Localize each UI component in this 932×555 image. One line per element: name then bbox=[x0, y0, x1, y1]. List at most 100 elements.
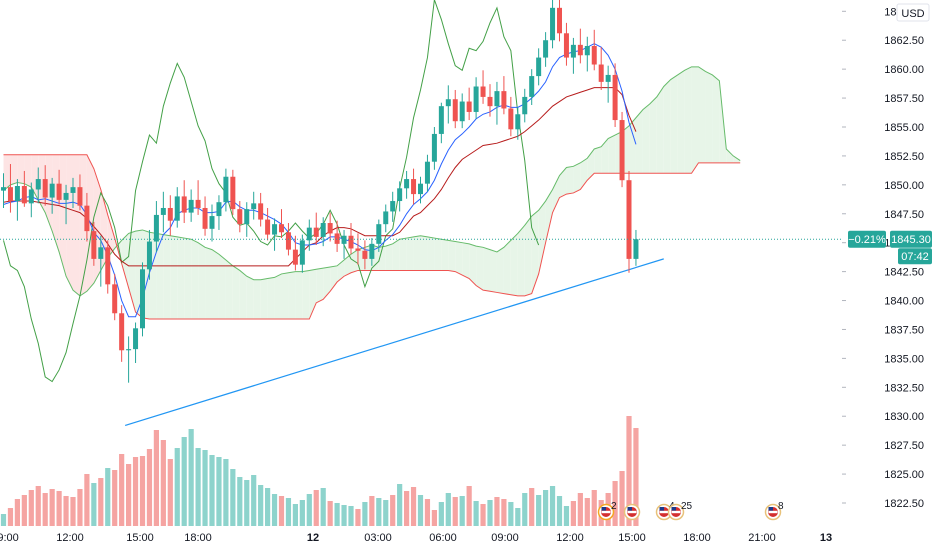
volume-bar bbox=[313, 490, 319, 526]
price-tick-label: 1857.50 bbox=[884, 93, 924, 105]
cloud-segment bbox=[594, 146, 602, 174]
volume-bar bbox=[77, 489, 83, 526]
volume-bar bbox=[42, 493, 48, 526]
event-count-label: 8 bbox=[778, 501, 784, 512]
volume-bar bbox=[355, 509, 361, 526]
volume-bar bbox=[369, 496, 375, 526]
volume-bar bbox=[494, 497, 500, 526]
volume-bar bbox=[417, 495, 424, 526]
cloud-segment bbox=[635, 109, 643, 174]
volume-bar bbox=[119, 454, 125, 526]
volume-bar bbox=[91, 483, 97, 526]
volume-bar bbox=[327, 501, 333, 526]
support-trendline[interactable] bbox=[124, 258, 664, 427]
cloud-segment bbox=[580, 158, 588, 190]
candle-body bbox=[411, 179, 417, 195]
cloud-segment bbox=[128, 231, 136, 313]
candle-body bbox=[570, 44, 576, 58]
cloud-segment bbox=[295, 271, 303, 320]
cloud-segment bbox=[587, 148, 595, 181]
price-tick-label: 1835.00 bbox=[884, 353, 924, 365]
volume-bar bbox=[362, 502, 368, 526]
volume-bar bbox=[341, 505, 347, 526]
candle-body bbox=[181, 196, 187, 213]
cloud-segment bbox=[726, 148, 734, 163]
cloud-segment bbox=[691, 66, 699, 174]
cloud-segment bbox=[670, 74, 678, 174]
volume-bar bbox=[160, 440, 166, 526]
volume-bar bbox=[139, 456, 146, 526]
time-tick-label: 13 bbox=[820, 532, 832, 544]
volume-bar bbox=[334, 503, 340, 526]
economic-event-flag-icon[interactable] bbox=[623, 503, 641, 521]
span-b-line bbox=[3, 154, 741, 320]
candle-body bbox=[320, 223, 326, 237]
cloud-segment bbox=[316, 268, 324, 303]
volume-bar bbox=[112, 470, 118, 526]
economic-event-flag-icon[interactable]: 25 bbox=[667, 501, 693, 521]
volume-bar bbox=[320, 488, 326, 526]
cloud-segment bbox=[337, 260, 345, 283]
candle-body bbox=[49, 183, 55, 198]
volume-bar bbox=[487, 500, 493, 526]
price-tags: −0.21% 1845.30 07:42 bbox=[848, 230, 932, 265]
candle-body bbox=[550, 7, 556, 41]
volume-bar bbox=[70, 497, 76, 526]
cloud-segment bbox=[601, 138, 609, 174]
volume-bar bbox=[626, 416, 632, 526]
event-flag-canton bbox=[768, 507, 773, 511]
volume-bar bbox=[195, 448, 201, 526]
candle-body bbox=[563, 33, 569, 58]
economic-events[interactable]: 24258 bbox=[597, 501, 785, 521]
time-tick-label: 12:00 bbox=[56, 532, 84, 544]
candle-body bbox=[480, 86, 486, 97]
candle-body bbox=[70, 187, 76, 193]
cloud-segment bbox=[385, 243, 393, 271]
ichimoku-cloud bbox=[3, 66, 741, 320]
volume-bar bbox=[424, 499, 431, 526]
volume-bar bbox=[452, 497, 458, 526]
change-percent-text: −0.21% bbox=[848, 234, 886, 246]
last-price-tag bbox=[890, 230, 932, 248]
candle-body bbox=[146, 241, 152, 270]
candle-body bbox=[313, 227, 319, 237]
economic-event-flag-icon[interactable]: 2 bbox=[597, 501, 618, 521]
candle-body bbox=[285, 232, 291, 250]
time-tick-label: 15:00 bbox=[126, 532, 154, 544]
candle-body bbox=[452, 99, 458, 122]
candle-body bbox=[543, 40, 549, 58]
candle-body bbox=[42, 179, 48, 198]
currency-label-text: USD bbox=[901, 8, 924, 20]
candle-body bbox=[522, 96, 528, 115]
cloud-segment bbox=[288, 271, 296, 320]
volume-bar bbox=[265, 488, 271, 526]
cloud-segment bbox=[191, 239, 199, 320]
volume-bar bbox=[237, 477, 243, 526]
volume-bar bbox=[271, 494, 278, 526]
candle-body bbox=[418, 183, 423, 195]
price-axis[interactable]: 1822.50 1825.00 1827.50 1830.00 1832.50 1835.… bbox=[842, 0, 932, 530]
volume-bar bbox=[549, 486, 556, 526]
cloud-segment bbox=[260, 278, 268, 320]
candle-body bbox=[633, 239, 639, 259]
event-count-label: 2 bbox=[611, 501, 617, 512]
candle-body bbox=[98, 247, 104, 259]
volume-bar bbox=[459, 496, 465, 526]
candle-body bbox=[230, 176, 236, 210]
currency-label[interactable]: USD bbox=[896, 3, 930, 22]
volume-bar bbox=[529, 488, 535, 526]
candle-body bbox=[348, 235, 354, 249]
candle-body bbox=[390, 201, 396, 212]
candle-body bbox=[431, 133, 437, 162]
candle-body bbox=[188, 199, 194, 213]
trendline-layer[interactable] bbox=[124, 258, 664, 427]
cloud-segment bbox=[677, 70, 685, 174]
candle-body bbox=[612, 74, 618, 121]
cloud-segment bbox=[170, 235, 178, 320]
economic-event-flag-icon[interactable]: 8 bbox=[764, 501, 785, 521]
cloud-segment bbox=[45, 154, 53, 232]
time-axis[interactable]: 09:00 12:00 15:00 18:00 12 03:00 06:00 09:00 12:… bbox=[0, 530, 932, 550]
volume-bar bbox=[543, 490, 549, 526]
